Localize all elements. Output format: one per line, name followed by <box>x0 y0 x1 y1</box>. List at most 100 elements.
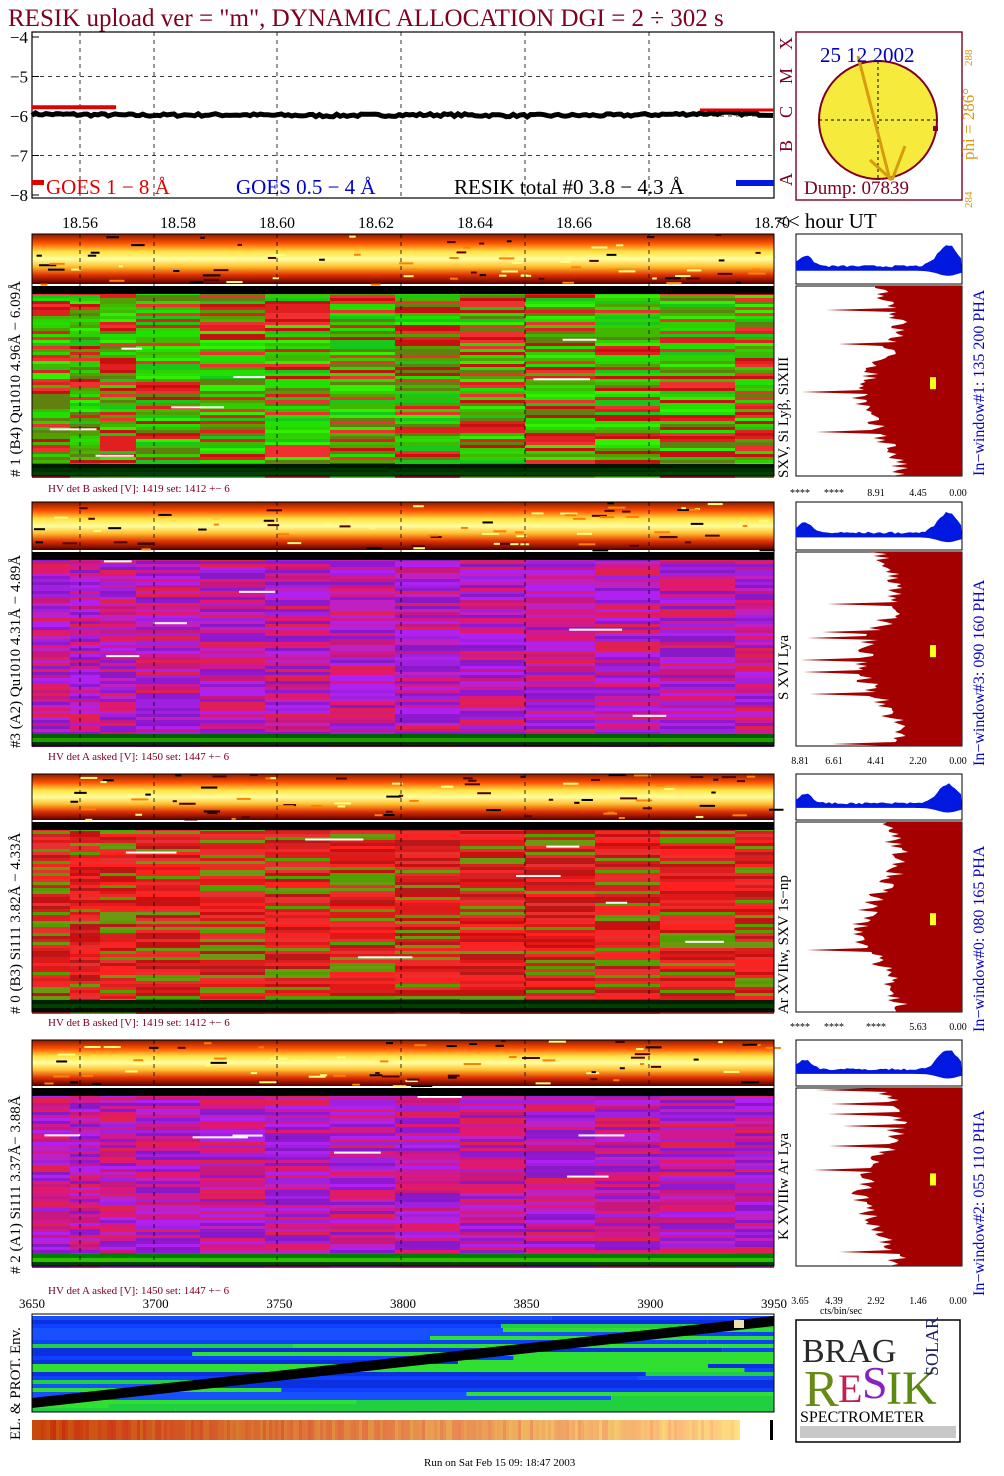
environment-strip-cell <box>350 1420 353 1440</box>
panel-stripe <box>136 567 200 570</box>
panel-stripe <box>136 406 200 409</box>
panel-stripe <box>330 346 395 349</box>
panel-stripe <box>70 1208 100 1211</box>
panel-stripe <box>660 693 735 696</box>
panel-stripe <box>660 831 735 834</box>
panel-stripe <box>735 672 774 675</box>
panel-stripe <box>32 334 70 337</box>
panel-stripe <box>70 891 100 894</box>
panel-stripe <box>136 693 200 696</box>
panel-stripe <box>330 331 395 334</box>
environment-strip-cell <box>482 1420 485 1440</box>
panel-stripe <box>460 409 525 412</box>
panel-top-strip <box>32 822 774 830</box>
panel-stripe <box>525 987 595 990</box>
panel-stripe <box>100 612 136 615</box>
panel-stripe <box>70 334 100 337</box>
panel-stripe <box>100 304 136 307</box>
panel-stripe <box>265 460 330 463</box>
panel-band-noise <box>336 777 347 780</box>
panel-stripe <box>595 843 660 846</box>
environment-strip-cell <box>635 1420 638 1440</box>
panel-stripe <box>200 1154 265 1157</box>
panel-stripe <box>660 421 735 424</box>
panel-stripe <box>265 304 330 307</box>
panel-stripe <box>32 325 70 328</box>
panel-stripe <box>595 316 660 319</box>
detector-panel-2 <box>31 773 784 1014</box>
panel-stripe <box>200 1217 265 1220</box>
panel-stripe <box>265 879 330 882</box>
panel-stripe <box>660 573 735 576</box>
panel-stripe <box>735 424 774 427</box>
panel-stripe <box>136 645 200 648</box>
panel-stripe <box>660 849 735 852</box>
environment-strip-cell <box>644 1420 647 1440</box>
panel-stripe <box>330 1199 395 1202</box>
panel-stripe <box>70 900 100 903</box>
panel-stripe <box>735 1238 774 1241</box>
panel-stripe <box>136 1133 200 1136</box>
panel-stripe <box>735 361 774 364</box>
environment-strip-cell <box>149 1420 152 1440</box>
panel-stripe <box>136 630 200 633</box>
environment-strip-cell <box>695 1420 698 1440</box>
panel-stripe <box>200 855 265 858</box>
panel-stripe <box>525 1226 595 1229</box>
panel-labels: # 1 (B4) Qu1010 4.96Å − 6.09Å SXV, Si Ly… <box>8 281 988 1297</box>
panel-stripe <box>595 1250 660 1253</box>
panel-stripe <box>100 1244 136 1247</box>
panel-stripe <box>200 427 265 430</box>
panel-stripe <box>32 1106 70 1109</box>
panel-band-noise <box>581 798 593 801</box>
panel-stripe <box>660 1154 735 1157</box>
panel-stripe <box>460 849 525 852</box>
environment-strip-cell <box>137 1420 140 1440</box>
panel-stripe <box>330 358 395 361</box>
panel-stripe <box>70 678 100 681</box>
panel-stripe <box>100 897 136 900</box>
panel-stripe <box>525 439 595 442</box>
panel-stripe <box>265 1250 330 1253</box>
panel-band-noise <box>479 274 487 277</box>
panel-stripe <box>525 975 595 978</box>
panel-stripe <box>200 837 265 840</box>
panel-stripe <box>460 894 525 897</box>
panel-stripe <box>395 711 460 714</box>
panel-stripe <box>330 720 395 723</box>
panel-stripe <box>100 696 136 699</box>
panel-stripe <box>660 870 735 873</box>
panel-stripe <box>200 1199 265 1202</box>
panel-stripe <box>660 675 735 678</box>
panel-stripe <box>735 840 774 843</box>
panel-stripe <box>595 319 660 322</box>
panel-stripe <box>660 603 735 606</box>
panel-stripe <box>460 993 525 996</box>
panel-stripe <box>100 1148 136 1151</box>
panel-stripe <box>460 367 525 370</box>
panel-stripe <box>100 864 136 867</box>
panel-stripe <box>100 576 136 579</box>
panel-stripe <box>460 358 525 361</box>
panel-stripe <box>735 295 774 298</box>
panel-band-noise <box>184 818 198 821</box>
panel-stripe <box>460 406 525 409</box>
panel-stripe <box>395 424 460 427</box>
panel-stripe <box>32 1175 70 1178</box>
panel-stripe <box>525 418 595 421</box>
panel-stripe <box>525 585 595 588</box>
panel-stripe <box>265 1190 330 1193</box>
panel-stripe <box>32 573 70 576</box>
panel-stripe <box>460 1214 525 1217</box>
histogram-area <box>796 1050 962 1079</box>
environment-strip-cell <box>326 1420 329 1440</box>
panel-stripe <box>735 993 774 996</box>
panel-stripe <box>660 403 735 406</box>
panel-stripe <box>460 693 525 696</box>
panel-stripe <box>100 337 136 340</box>
panel-band-noise <box>613 1079 620 1082</box>
panel-stripe <box>525 639 595 642</box>
panel-band-noise <box>703 524 712 527</box>
panel-stripe <box>660 864 735 867</box>
panel-stripe <box>265 996 330 999</box>
